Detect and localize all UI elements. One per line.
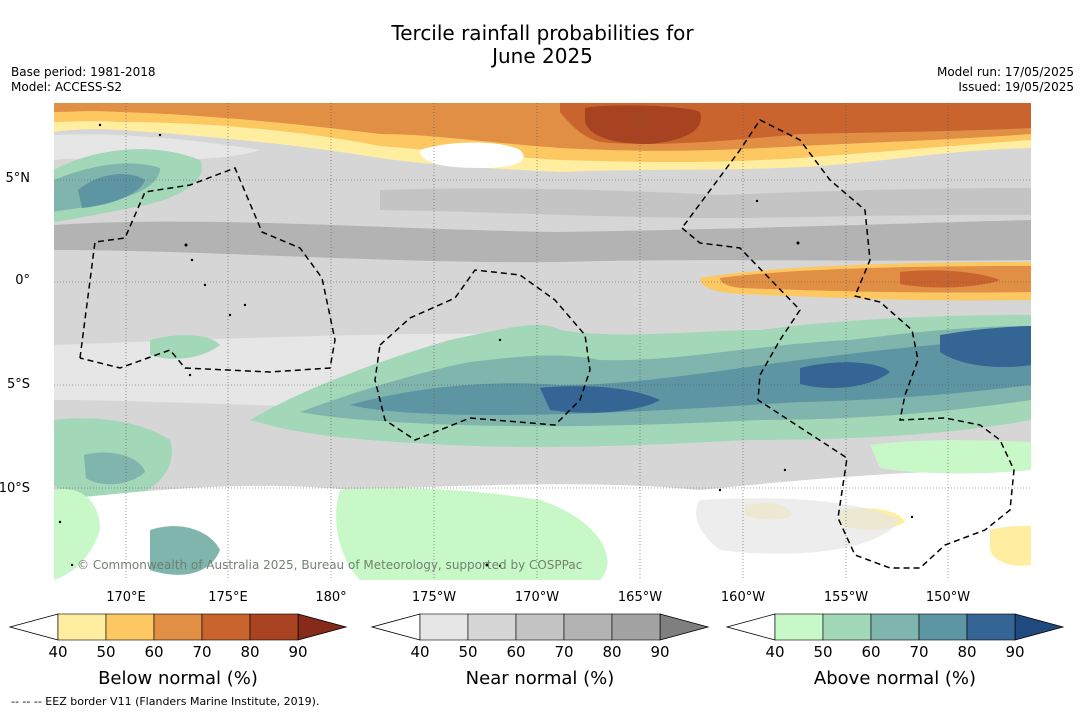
title-line-1: Tercile rainfall probabilities for [391, 21, 694, 45]
no-signal-north [420, 142, 524, 168]
meta-left: Base period: 1981-2018 Model: ACCESS-S2 [11, 65, 156, 95]
above-tick-50: 50 [813, 643, 833, 661]
lon-label-150w: 150°W [925, 590, 971, 605]
gridlines [54, 103, 1031, 580]
lon-label-170w: 170°W [514, 590, 560, 605]
above-tick-40: 40 [765, 643, 785, 661]
lon-label-165w: 165°W [617, 590, 663, 605]
above-normal-south-central [336, 488, 608, 580]
below-tick-50: 50 [96, 643, 116, 661]
near-normal-band-60 [54, 220, 1031, 263]
near-normal-label: Near normal (%) [465, 668, 615, 689]
above-normal-south-edge [54, 489, 100, 580]
near-tick-50: 50 [458, 643, 478, 661]
lat-label-10s: 10°S [0, 481, 30, 496]
below-tick-40: 40 [48, 643, 68, 661]
below-normal-label: Below normal (%) [98, 668, 258, 689]
near-tick-80: 80 [602, 643, 622, 661]
above-normal-nw-70 [78, 174, 145, 208]
near-normal-south-east [696, 498, 900, 554]
below-normal-se-edge [990, 525, 1031, 566]
above-tick-60: 60 [861, 643, 881, 661]
eez-footnote: -- -- -- EEZ border V11 (Flanders Marine… [11, 695, 320, 708]
lat-label-5s: 5°S [6, 377, 30, 392]
islands [58, 123, 914, 568]
meta-right: Model run: 17/05/2025 Issued: 19/05/2025 [937, 65, 1074, 95]
below-tick-90: 90 [288, 643, 308, 661]
copyright-notice: © Commonwealth of Australia 2025, Bureau… [77, 558, 583, 572]
near-tick-70: 70 [554, 643, 574, 661]
below-tick-60: 60 [144, 643, 164, 661]
near-tick-40: 40 [410, 643, 430, 661]
lon-label-175e: 175°E [208, 590, 248, 605]
above-normal-west-patch [150, 335, 220, 359]
below-tick-70: 70 [192, 643, 212, 661]
above-normal-label: Above normal (%) [813, 668, 977, 689]
near-tick-60: 60 [506, 643, 526, 661]
above-normal-core-east [800, 362, 890, 388]
lat-label-5n: 5°N [5, 171, 31, 186]
above-normal-core-ne [940, 326, 1031, 368]
below-normal-core [585, 105, 701, 144]
map-title: Tercile rainfall probabilities for June … [0, 22, 1085, 68]
above-normal-south-west [150, 526, 220, 575]
lon-label-170e: 170°E [106, 590, 146, 605]
above-tick-80: 80 [957, 643, 977, 661]
above-tick-90: 90 [1005, 643, 1025, 661]
model-name: Model: ACCESS-S2 [11, 80, 123, 94]
below-tick-80: 80 [240, 643, 260, 661]
title-line-2: June 2025 [492, 44, 593, 68]
colorbar-near [370, 613, 710, 641]
above-normal-band-70 [350, 340, 1031, 415]
above-normal-se [870, 440, 1031, 474]
near-normal-band-55 [380, 188, 1031, 218]
colorbar-below [8, 613, 348, 641]
lon-label-175w: 175°W [411, 590, 457, 605]
eez-borders [79, 119, 1015, 569]
model-run: Model run: 17/05/2025 [936, 65, 1074, 79]
lon-label-180: 180° [315, 590, 347, 605]
above-normal-core-central [540, 386, 660, 413]
above-normal-sw-60 [84, 452, 145, 485]
map-panel [54, 103, 1031, 580]
below-normal-equatorial-70 [900, 270, 1000, 288]
base-period: Base period: 1981-2018 [11, 65, 156, 79]
colorbar-above [725, 613, 1065, 641]
lon-label-160w: 160°W [720, 590, 766, 605]
above-tick-70: 70 [909, 643, 929, 661]
lat-label-0: 0° [15, 273, 30, 288]
issued-date: Issued: 19/05/2025 [958, 80, 1074, 94]
lon-label-155w: 155°W [823, 590, 869, 605]
near-tick-90: 90 [650, 643, 670, 661]
